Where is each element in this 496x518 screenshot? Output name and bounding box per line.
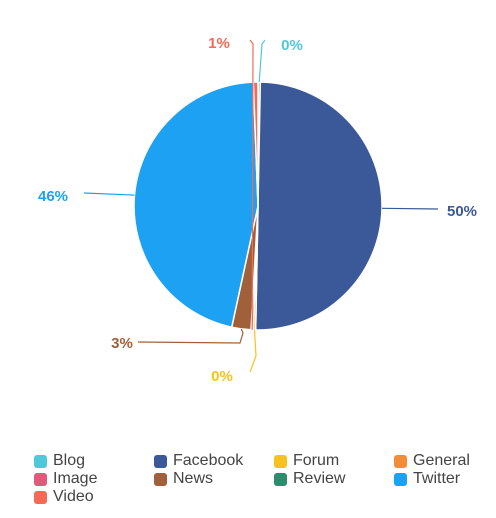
legend-label: Review <box>293 470 346 487</box>
legend-label: Image <box>53 470 98 487</box>
data-label-blog: 0% <box>281 37 303 54</box>
legend-swatch <box>274 472 287 486</box>
legend-swatch <box>34 472 47 486</box>
data-label-image: 1% <box>208 35 230 52</box>
legend-item-review[interactable]: Review <box>274 470 345 488</box>
legend-swatch <box>394 472 407 486</box>
legend-label: News <box>173 470 214 487</box>
legend-label: General <box>413 452 470 469</box>
pie-slices <box>133 81 383 331</box>
legend-label: Video <box>53 488 94 505</box>
legend-item-general[interactable]: General <box>394 452 470 470</box>
slice-facebook[interactable] <box>254 81 383 331</box>
data-labels: 0% 50% 0% 1% 3% 46% <box>38 35 477 385</box>
data-label-facebook: 50% <box>447 203 477 220</box>
leader-line-news <box>137 328 244 344</box>
legend-item-forum[interactable]: Forum <box>274 452 339 470</box>
legend-item-facebook[interactable]: Facebook <box>154 452 243 470</box>
legend-swatch <box>34 490 47 504</box>
leader-line-twitter <box>83 192 135 196</box>
legend-swatch <box>34 454 47 468</box>
legend-label: Facebook <box>173 452 244 469</box>
legend-swatch <box>394 454 407 468</box>
data-label-forum: 0% <box>211 368 233 385</box>
legend-label: Blog <box>53 452 86 469</box>
legend-swatch <box>154 472 167 486</box>
data-label-news: 3% <box>111 335 133 352</box>
leader-line-facebook <box>381 207 439 210</box>
slice-twitter[interactable] <box>133 81 259 329</box>
legend-item-news[interactable]: News <box>154 470 213 488</box>
legend-item-video[interactable]: Video <box>34 488 94 506</box>
legend-item-twitter[interactable]: Twitter <box>394 470 460 488</box>
legend-label: Twitter <box>413 470 461 487</box>
data-label-twitter: 46% <box>38 188 68 205</box>
leader-line-blog <box>258 39 266 83</box>
legend-swatch <box>154 454 167 468</box>
leader-line-image <box>249 39 254 330</box>
legend-swatch <box>274 454 287 468</box>
leader-lines <box>83 39 439 373</box>
leader-line-forum <box>249 329 257 373</box>
legend-item-blog[interactable]: Blog <box>34 452 85 470</box>
legend-label: Forum <box>293 452 340 469</box>
legend-item-image[interactable]: Image <box>34 470 97 488</box>
